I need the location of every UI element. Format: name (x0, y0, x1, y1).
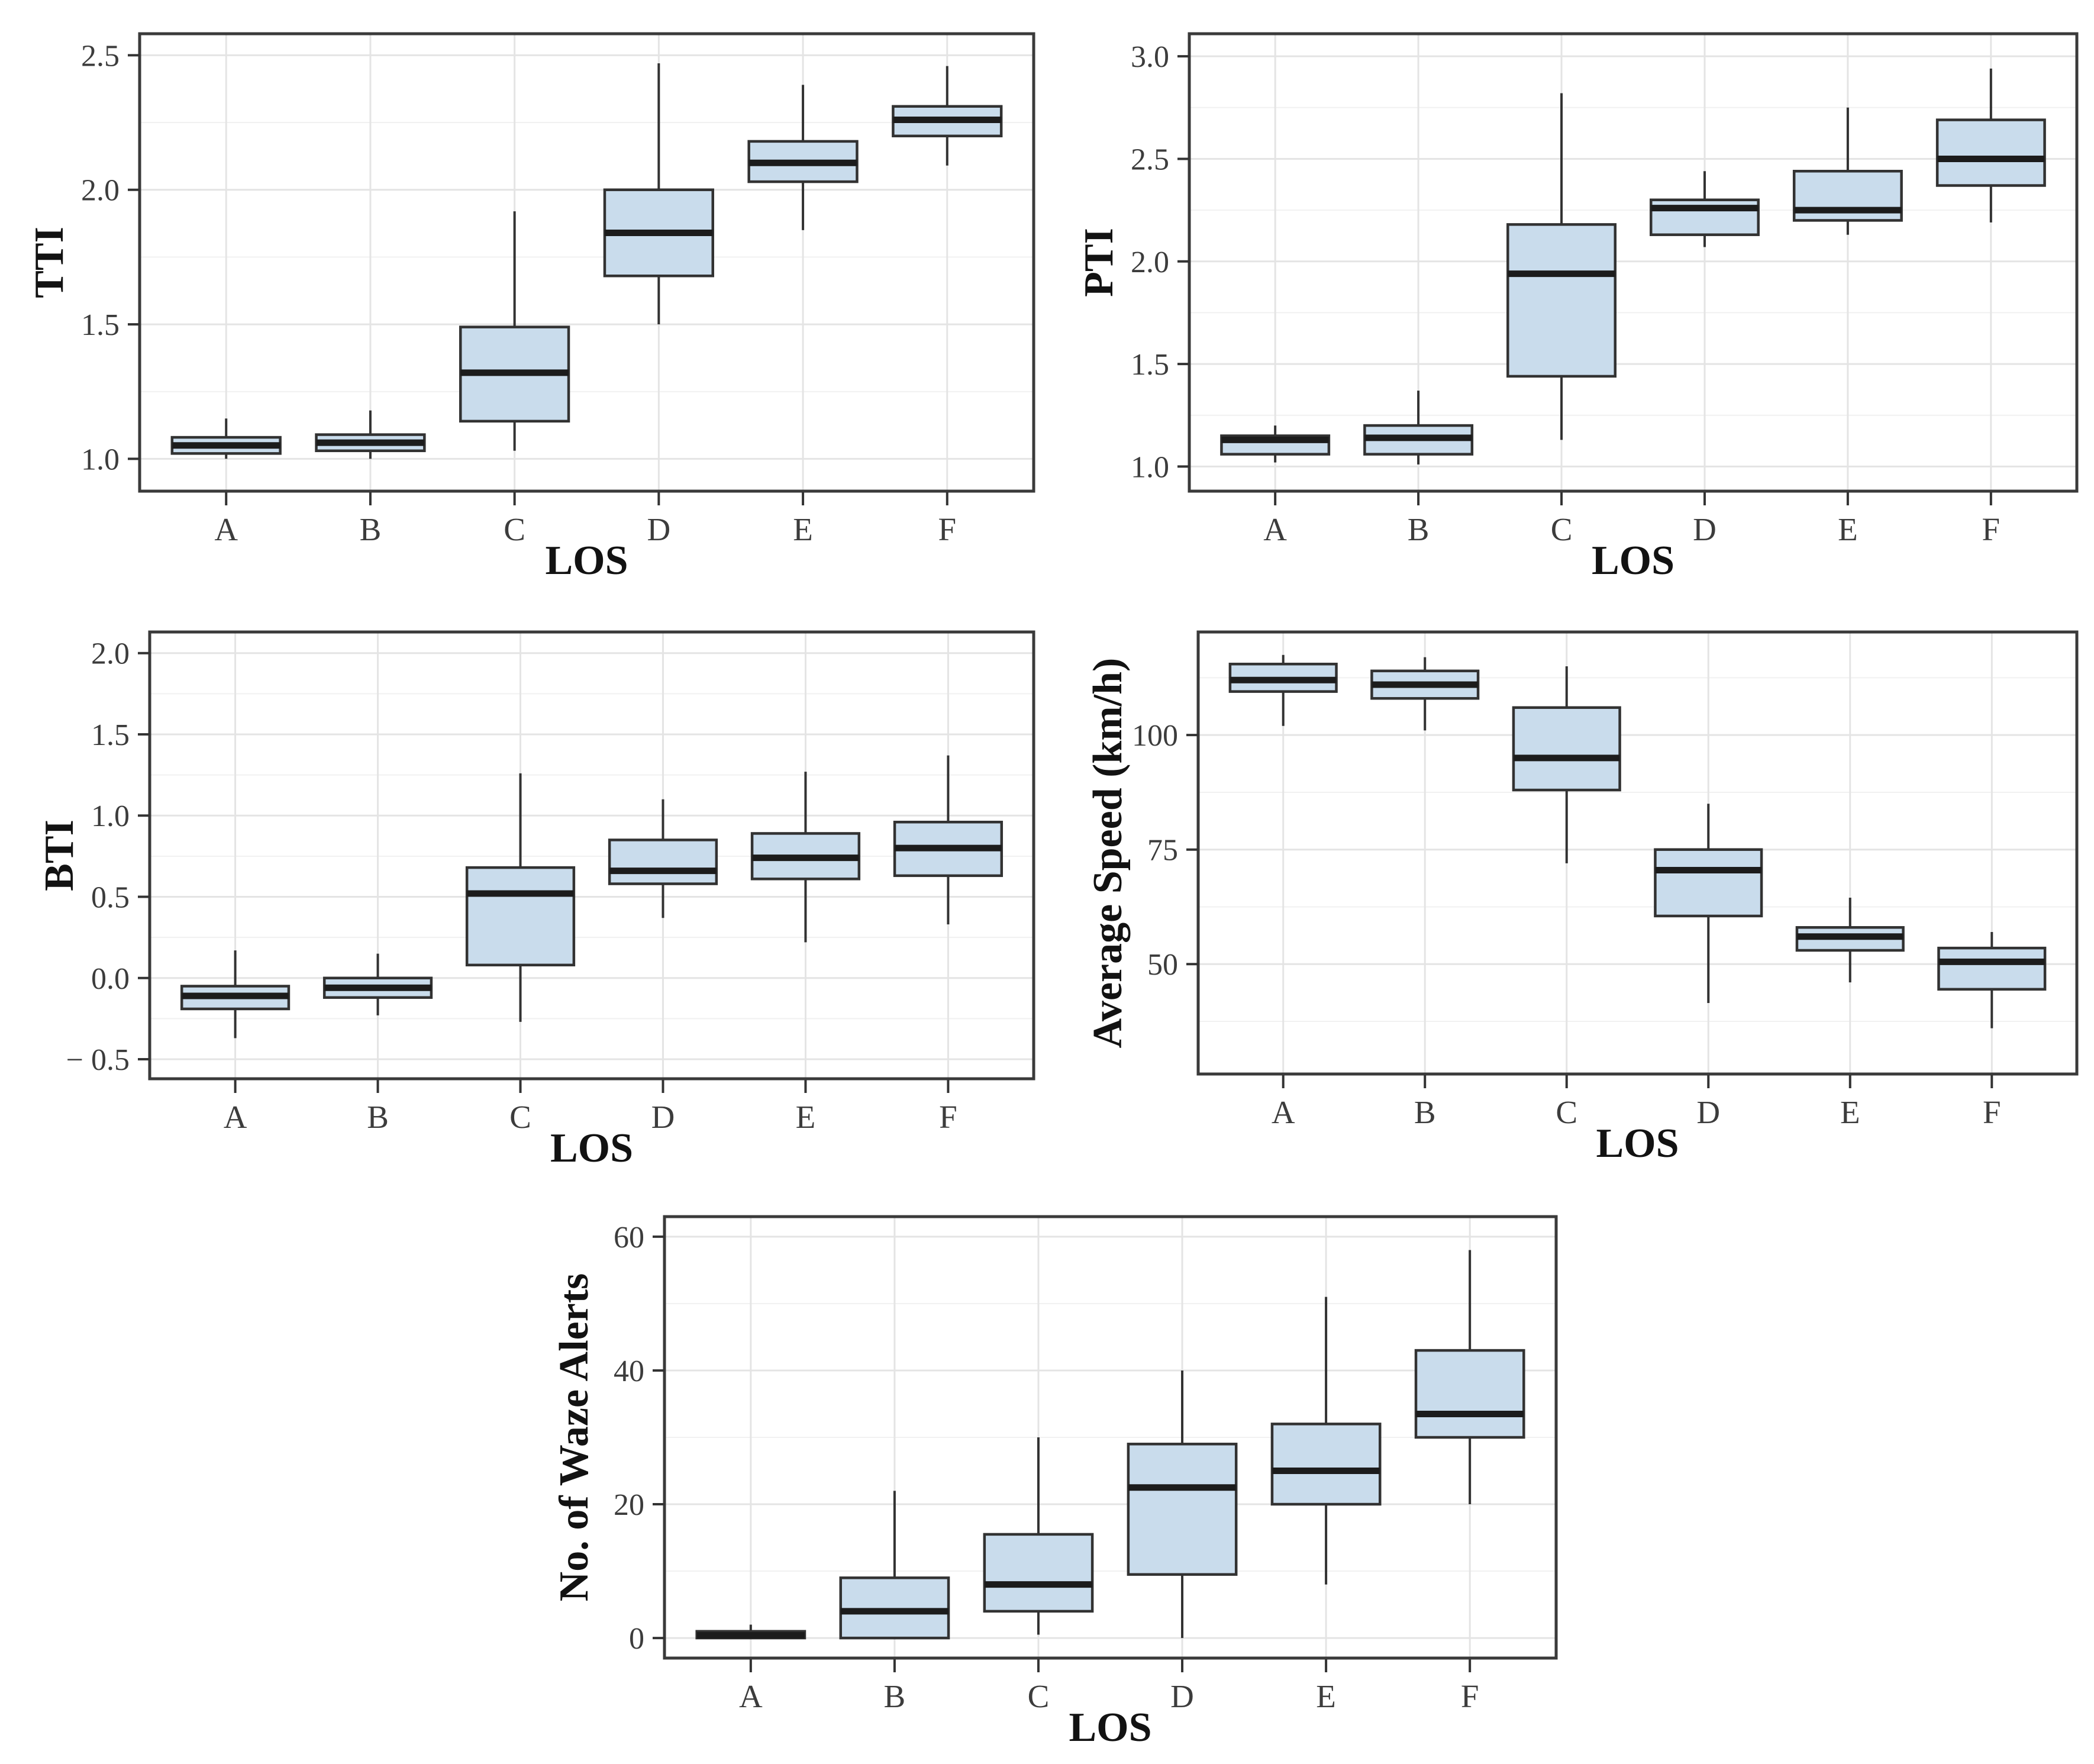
x-tick-label-E: E (1840, 1094, 1860, 1130)
y-tick-label: 40 (614, 1355, 644, 1388)
y-tick-label: 1.0 (81, 443, 120, 476)
panel-border (138, 32, 1035, 493)
x-tick-label-E: E (793, 511, 813, 547)
y-tick-label: 3.0 (1131, 40, 1169, 74)
y-tick-label: 1.0 (91, 799, 130, 833)
box-avg-speed-D (1654, 848, 1763, 918)
box-waze-alerts-E (1270, 1423, 1382, 1506)
y-axis-title-avg-speed: Average Speed (km/h) (1085, 658, 1131, 1049)
y-tick-label: 20 (614, 1488, 644, 1522)
x-tick-label-A: A (1263, 511, 1287, 547)
y-tick-label: 2.5 (1131, 143, 1169, 176)
y-tick-label: 1.5 (1131, 348, 1169, 382)
box-pti-C (1506, 223, 1617, 378)
x-tick-label-C: C (1556, 1094, 1577, 1130)
x-tick-label-F: F (939, 1099, 957, 1135)
x-axis-title-waze-alerts: LOS (1069, 1705, 1151, 1750)
x-tick-label-B: B (884, 1678, 906, 1714)
chart-panel-pti: 1.0 1.5 2.0 2.5 3.0 A B C D E F LOS PTI (1047, 0, 2094, 595)
chart-panel-waze-alerts: 0 20 40 60 A B C D E F LOS No. of Waze Alerts (533, 1189, 1580, 1764)
y-tick-label: − 0.5 (66, 1043, 130, 1077)
x-tick-label-D: D (1693, 511, 1717, 547)
box-pti-F (1935, 118, 2046, 187)
panel-border (663, 1215, 1558, 1660)
x-axis-title-pti: LOS (1592, 538, 1674, 583)
chart-panel-avg-speed: 50 75 100 A B C D E F LOS Average Speed (km/h) (1047, 598, 2094, 1189)
boxplot-svg-bti: − 0.5 0.0 0.5 1.0 1.5 2.0 A B C D E F LOS BTI (37, 630, 1035, 1171)
x-tick-label-B: B (1408, 511, 1430, 547)
y-tick-label: 50 (1147, 948, 1178, 982)
chart-panel-bti: − 0.5 0.0 0.5 1.0 1.5 2.0 A B C D E F LOS BTI (0, 598, 1047, 1189)
x-tick-label-F: F (1982, 511, 2001, 547)
x-tick-label-D: D (1696, 1094, 1720, 1130)
x-tick-label-A: A (739, 1678, 763, 1714)
x-tick-label-C: C (1028, 1678, 1050, 1714)
y-tick-label: 0.0 (91, 962, 130, 996)
x-tick-label-D: D (1170, 1678, 1194, 1714)
panel-border (1196, 630, 2079, 1076)
y-tick-label: 1.0 (1131, 450, 1169, 484)
x-tick-label-A: A (214, 511, 238, 547)
panel-border (148, 630, 1035, 1081)
x-tick-label-C: C (1551, 511, 1573, 547)
x-tick-label-E: E (796, 1099, 816, 1135)
x-tick-label-B: B (360, 511, 382, 547)
x-axis-title-bti: LOS (550, 1126, 633, 1171)
y-tick-label: 75 (1147, 834, 1178, 868)
box-waze-alerts-D (1127, 1443, 1238, 1576)
boxplot-svg-tti: 1.0 1.5 2.0 2.5 A B C D E F LOS TTI (27, 32, 1035, 583)
y-tick-label: 2.0 (1131, 246, 1169, 279)
x-tick-label-A: A (1272, 1094, 1295, 1130)
y-axis-title-pti: PTI (1076, 228, 1122, 297)
x-tick-label-C: C (509, 1099, 531, 1135)
x-tick-label-E: E (1316, 1678, 1336, 1714)
box-avg-speed-F (1937, 946, 2047, 991)
box-bti-D (608, 839, 718, 885)
x-tick-label-C: C (504, 511, 525, 547)
y-tick-label: 60 (614, 1221, 644, 1255)
y-axis-title-waze-alerts: No. of Waze Alerts (551, 1273, 597, 1602)
x-tick-label-F: F (1461, 1678, 1479, 1714)
x-tick-label-B: B (1414, 1094, 1436, 1130)
boxplot-svg-pti: 1.0 1.5 2.0 2.5 3.0 A B C D E F LOS PTI (1076, 32, 2079, 583)
box-waze-alerts-B (839, 1576, 950, 1640)
x-tick-label-B: B (367, 1099, 389, 1135)
x-tick-label-A: A (224, 1099, 247, 1135)
chart-panel-tti: 1.0 1.5 2.0 2.5 A B C D E F LOS TTI (0, 0, 1047, 595)
box-waze-alerts-F (1414, 1349, 1525, 1439)
box-avg-speed-C (1512, 706, 1621, 792)
x-axis-title-tti: LOS (545, 538, 628, 583)
x-axis-title-avg-speed: LOS (1596, 1121, 1679, 1166)
y-axis-title-bti: BTI (37, 820, 82, 891)
y-tick-label: 0 (629, 1622, 644, 1656)
y-tick-label: 1.5 (81, 308, 120, 342)
box-bti-C (465, 866, 576, 967)
y-tick-label: 2.0 (81, 174, 120, 208)
boxplot-svg-avg-speed: 50 75 100 A B C D E F LOS Average Speed (km/h) (1085, 630, 2079, 1166)
x-tick-label-E: E (1838, 511, 1858, 547)
x-tick-label-D: D (651, 1099, 675, 1135)
boxplot-svg-waze-alerts: 0 20 40 60 A B C D E F LOS No. of Waze Alerts (551, 1215, 1558, 1750)
y-axis-title-tti: TTI (27, 227, 72, 298)
x-tick-label-F: F (938, 511, 956, 547)
x-tick-label-F: F (1983, 1094, 2001, 1130)
y-tick-label: 2.5 (81, 39, 120, 73)
y-tick-label: 1.5 (91, 718, 130, 752)
x-tick-label-D: D (647, 511, 670, 547)
y-tick-label: 0.5 (91, 881, 130, 915)
y-tick-label: 100 (1132, 719, 1178, 753)
box-waze-alerts-C (983, 1533, 1094, 1613)
y-tick-label: 2.0 (91, 637, 130, 671)
